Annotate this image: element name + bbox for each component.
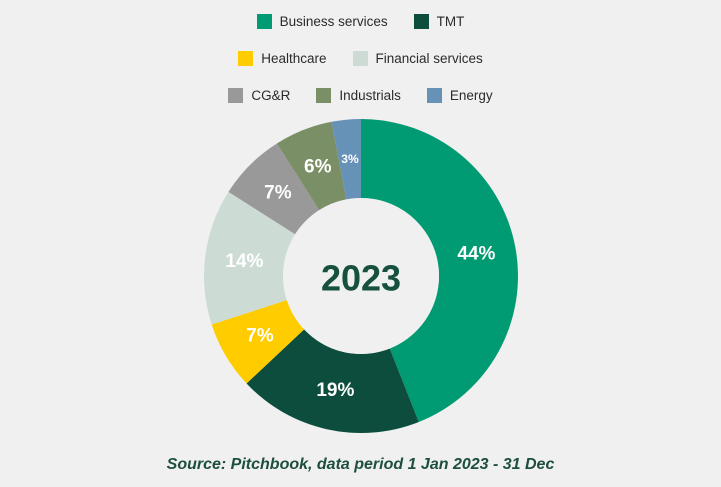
legend-row: Healthcare Financial services xyxy=(0,51,721,66)
source-note: Source: Pitchbook, data period 1 Jan 202… xyxy=(166,456,555,473)
legend-item-cg-r: CG&R xyxy=(228,88,290,103)
legend-label: CG&R xyxy=(251,88,291,103)
legend-item-financial-services: Financial services xyxy=(352,51,483,66)
legend-label: Financial services xyxy=(375,51,483,66)
legend-label: Industrials xyxy=(339,88,401,103)
slice-cg-r xyxy=(228,143,320,235)
slice-label-financial-services: 14% xyxy=(225,251,263,272)
legend-item-business-services: Business services xyxy=(256,14,388,29)
legend-row: Business services TMT xyxy=(0,14,721,29)
legend-row: CG&R Industrials Energy xyxy=(0,88,721,103)
slice-label-healthcare: 7% xyxy=(246,325,274,346)
legend-item-healthcare: Healthcare xyxy=(238,51,327,66)
legend-swatch xyxy=(256,14,272,29)
donut-hole xyxy=(283,198,439,354)
legend-swatch xyxy=(228,88,244,103)
slice-healthcare xyxy=(211,300,305,384)
legend-label: TMT xyxy=(436,14,465,29)
slice-business-services xyxy=(361,119,518,422)
slice-tmt xyxy=(246,329,419,433)
legend-swatch xyxy=(316,88,332,103)
legend-label: Healthcare xyxy=(261,51,327,66)
legend-swatch xyxy=(426,88,442,103)
legend-item-industrials: Industrials xyxy=(316,88,401,103)
legend-swatch xyxy=(413,14,429,29)
slice-financial-services xyxy=(204,191,296,325)
slice-industrials xyxy=(276,121,347,211)
legend-item-tmt: TMT xyxy=(413,14,465,29)
slice-label-energy: 3% xyxy=(341,152,359,166)
slice-energy xyxy=(331,119,361,200)
slice-label-tmt: 19% xyxy=(316,380,354,401)
legend-swatch xyxy=(352,51,368,66)
legend-swatch xyxy=(238,51,254,66)
slice-label-industrials: 6% xyxy=(304,156,332,177)
legend-item-energy: Energy xyxy=(426,88,493,103)
slice-label-cg-r: 7% xyxy=(264,182,292,203)
legend-label: Energy xyxy=(449,88,493,103)
legend-label: Business services xyxy=(279,14,388,29)
slice-label-business-services: 44% xyxy=(457,243,495,264)
center-year-label: 2023 xyxy=(321,258,401,299)
